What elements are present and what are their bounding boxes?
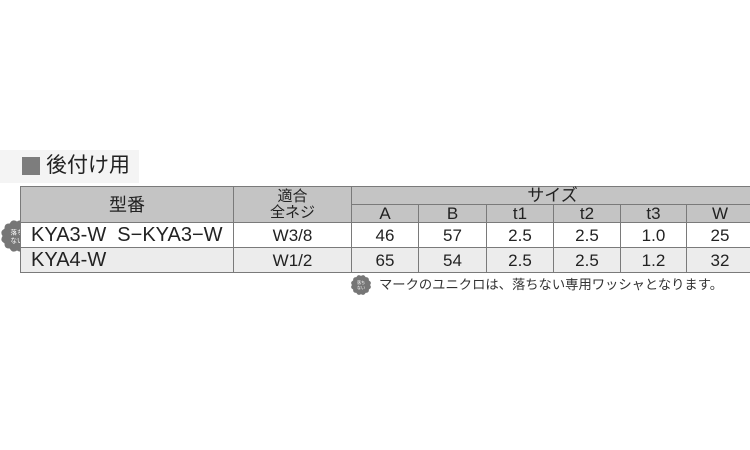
svg-text:ない: ない — [357, 284, 365, 290]
svg-text:落ち: 落ち — [357, 279, 365, 285]
